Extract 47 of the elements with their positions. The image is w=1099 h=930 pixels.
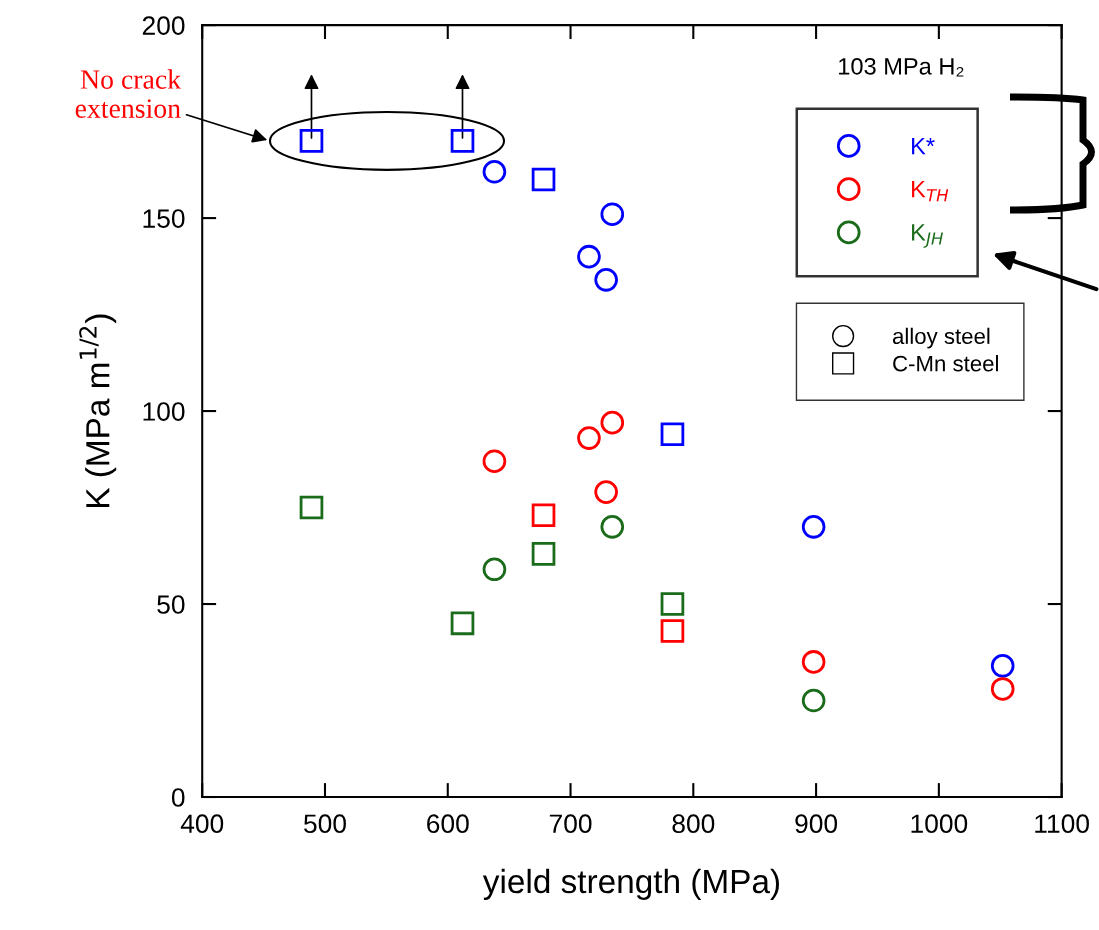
point [660, 422, 685, 447]
point [660, 592, 685, 616]
y-tick-label: 100 [143, 402, 185, 421]
point [600, 202, 625, 227]
annotation: alloy steel [892, 327, 990, 349]
point [577, 426, 601, 450]
x-tick-label: 600 [427, 814, 469, 834]
legend-label: K* [912, 137, 935, 155]
x-tick-label: 900 [795, 814, 838, 834]
x-tick-label: 700 [549, 814, 592, 834]
point [531, 167, 556, 192]
point [482, 449, 507, 474]
point [577, 244, 601, 269]
point [531, 542, 556, 566]
text: No crack extension [75, 69, 182, 118]
annotation: C-Mn steel [893, 355, 998, 372]
point [600, 515, 625, 539]
point [801, 688, 826, 713]
x-tick-label: 1000 [911, 814, 968, 834]
x-axis-title: yield strength (MPa) [482, 868, 779, 900]
point [450, 611, 475, 636]
point [531, 503, 556, 528]
x-tick-label: 400 [180, 814, 224, 834]
x-tick-label: 800 [672, 814, 715, 834]
point [801, 650, 826, 674]
point [594, 480, 618, 504]
y-tick-label: 150 [143, 209, 185, 228]
x-tick-label: 500 [304, 814, 346, 834]
point [450, 129, 475, 153]
y-tick-label: 200 [142, 16, 185, 35]
x-tick-label: 1100 [1035, 814, 1089, 834]
legend-label: K$_{TH}$ [912, 181, 949, 202]
y-axis-title: K (MPa m$^{1/2}$) [79, 314, 117, 507]
y-tick-label: 50 [157, 595, 185, 614]
point [801, 515, 826, 539]
point [600, 410, 625, 435]
point [482, 159, 507, 184]
legend-title: 103 MPa H₂ [839, 57, 964, 77]
point [594, 268, 618, 292]
point [299, 495, 324, 520]
y-tick-label: 0 [171, 788, 185, 807]
legend-label: K$_{JH}$ [912, 224, 943, 248]
point [660, 619, 685, 643]
point [299, 129, 324, 153]
point [990, 677, 1015, 701]
point [990, 653, 1015, 678]
point [482, 557, 507, 582]
